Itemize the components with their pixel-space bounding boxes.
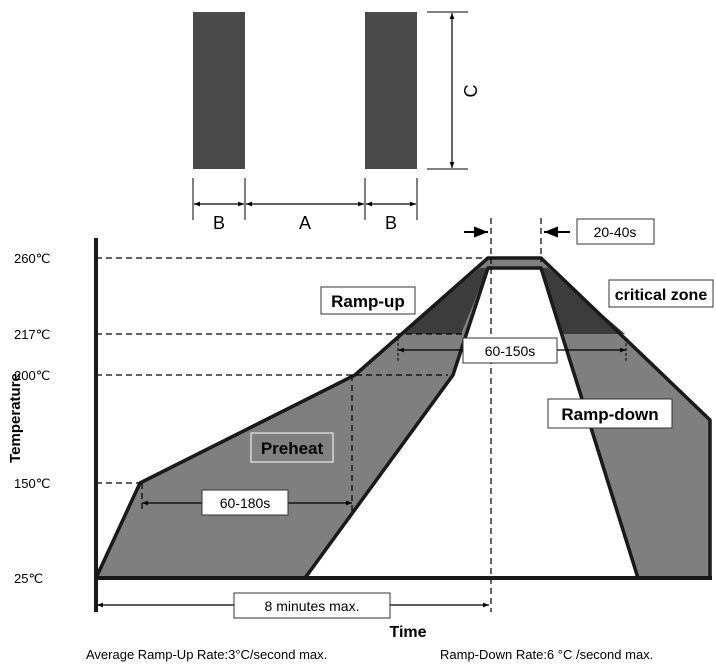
critical-zone-left [403,268,488,334]
total-time-box [233,592,391,619]
preheat-box [250,432,334,463]
ramp-up-box [320,286,416,315]
label-b-right: B [385,213,397,233]
preheat-label: Preheat [261,439,324,458]
label-c: C [461,85,481,98]
critical-zone-box [608,279,714,308]
pad-left [193,12,245,169]
ramp-down-label: Ramp-down [561,405,658,424]
label-b-left: B [213,213,225,233]
tick-25: 25℃ [14,571,43,586]
tick-217: 217℃ [14,327,50,342]
above-217-label: 60-150s [485,343,536,359]
pad-diagram: B A B C [192,11,481,233]
ramp-down-rate-note: Ramp-Down Rate:6 °C /second max. [440,647,653,662]
above-217-box [462,337,558,364]
tick-200: 200℃ [14,368,50,383]
x-axis-title: Time [389,624,426,641]
ramp-up-rate-note: Average Ramp-Up Rate:3°C/second max. [86,647,327,662]
peak-duration-label: 20-40s [594,224,637,240]
y-axis-title: Temperature [7,373,24,463]
peak-duration-box [576,218,655,245]
label-a: A [299,213,311,233]
preheat-duration-box [201,489,289,516]
pad-right [365,12,417,169]
preheat-duration-label: 60-180s [220,495,271,511]
tick-150: 150℃ [14,476,50,491]
total-time-label: 8 minutes max. [265,598,360,614]
tick-260: 260℃ [14,251,50,266]
critical-zone-label: critical zone [615,287,708,304]
reflow-profile: 260℃ 217℃ 200℃ 150℃ 25℃ Temperature Time… [7,218,714,662]
ramp-up-label: Ramp-up [331,292,405,311]
ramp-down-box [547,398,673,429]
